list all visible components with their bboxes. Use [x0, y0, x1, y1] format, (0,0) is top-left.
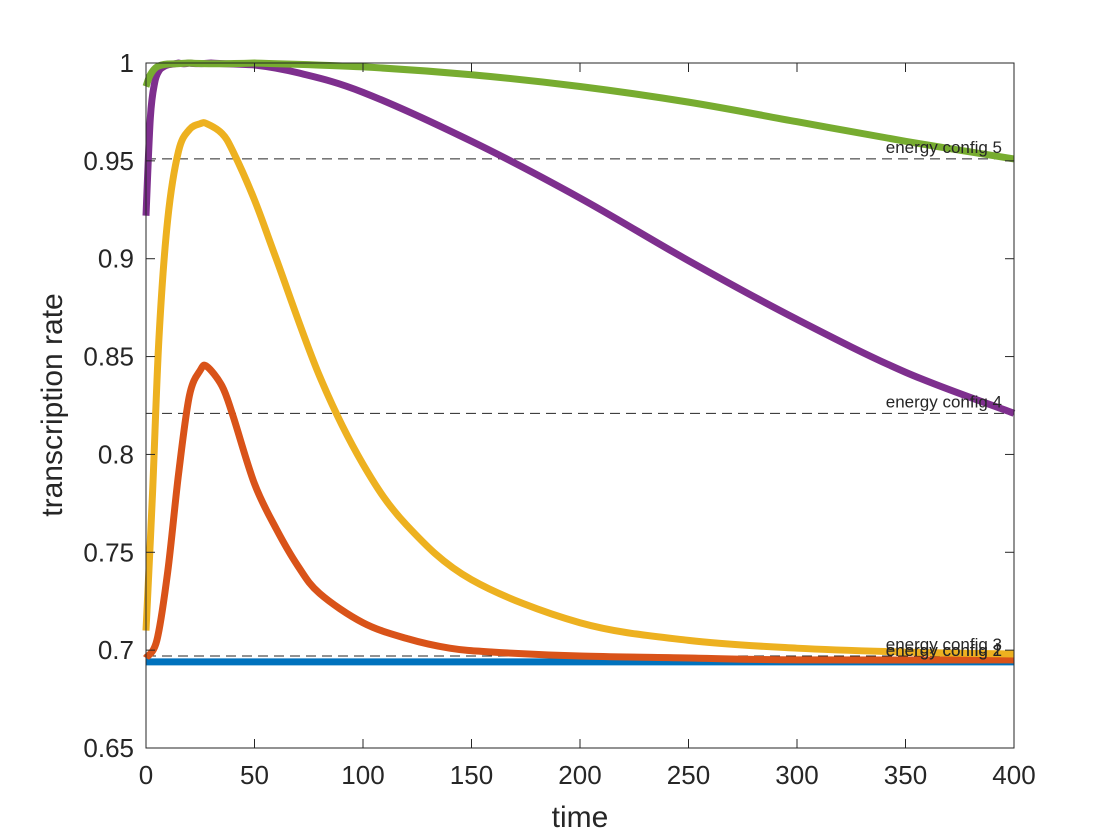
series-layer: [142, 59, 1016, 666]
x-tick-label: 0: [139, 760, 153, 790]
x-tick-label: 150: [450, 760, 493, 790]
y-tick-label: 0.95: [83, 146, 134, 176]
x-tick-label: 350: [884, 760, 927, 790]
series-line-5: [142, 59, 1015, 163]
x-tick-label: 50: [240, 760, 269, 790]
y-axis-title: transcription rate: [36, 293, 69, 516]
x-tick-label: 300: [775, 760, 818, 790]
y-tick-label: 0.7: [98, 635, 134, 665]
y-axis: 0.65 0.7 0.75 0.8 0.85 0.9 0.95 1: [83, 48, 1014, 763]
x-tick-label: 250: [667, 760, 710, 790]
y-tick-label: 1: [120, 48, 134, 78]
series-line-4: [142, 59, 1016, 417]
reference-label-3: energy config 3: [886, 635, 1002, 654]
x-tick-label: 400: [992, 760, 1035, 790]
y-tick-label: 0.8: [98, 439, 134, 469]
reference-label-4: energy config 4: [886, 392, 1002, 411]
reference-label-2: energy config 2: [886, 641, 1002, 660]
reference-label-5: energy config 5: [886, 138, 1002, 157]
y-tick-label: 0.9: [98, 244, 134, 274]
reference-label-1: energy config 1: [886, 641, 1002, 660]
y-tick-label: 0.65: [83, 733, 134, 763]
x-tick-label: 100: [341, 760, 384, 790]
x-axis: 0 50 100 150 200 250 300 350 400: [139, 63, 1036, 790]
x-axis-title: time: [552, 801, 609, 834]
y-tick-label: 0.85: [83, 342, 134, 372]
plot-area: [146, 63, 1014, 748]
y-tick-label: 0.75: [83, 537, 134, 567]
series-line-3: [142, 119, 1015, 658]
x-tick-label: 200: [558, 760, 601, 790]
series-line-2: [143, 361, 1015, 664]
